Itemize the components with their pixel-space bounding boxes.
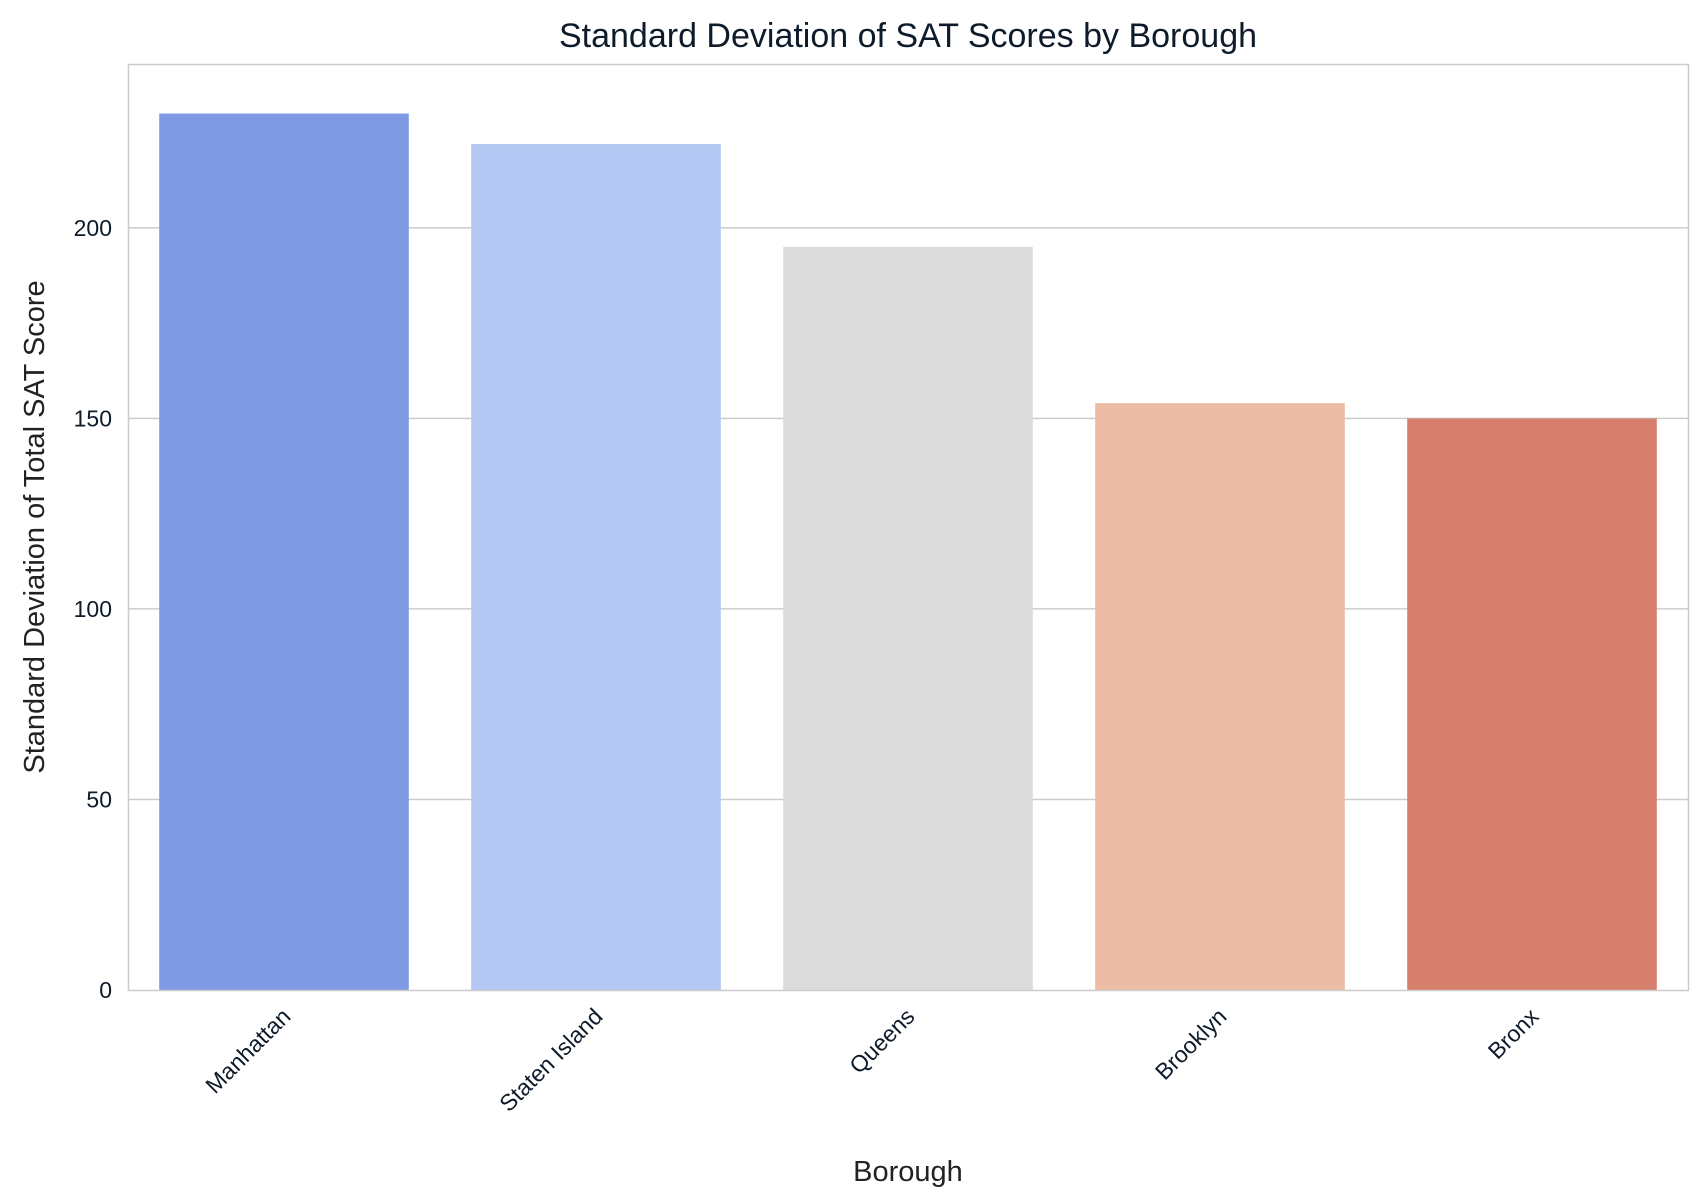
chart-title: Standard Deviation of SAT Scores by Boro… xyxy=(559,17,1257,55)
y-tick-label: 50 xyxy=(86,786,112,812)
y-tick-label: 100 xyxy=(74,596,112,622)
y-tick-label: 150 xyxy=(74,405,112,431)
bar-bronx xyxy=(1407,418,1657,991)
y-tick-label: 200 xyxy=(74,215,112,241)
plot-frame xyxy=(127,63,1690,992)
bar-layer xyxy=(159,113,1657,991)
y-axis-label: Standard Deviation of Total SAT Score xyxy=(19,280,51,773)
bar-manhattan xyxy=(159,113,409,991)
y-axis-ticks: 0 50 100 150 200 xyxy=(74,215,112,1003)
bar-brooklyn xyxy=(1095,403,1345,991)
y-tick-label: 0 xyxy=(99,977,112,1003)
x-axis-label: Borough xyxy=(853,1156,963,1188)
bar-staten-island xyxy=(471,144,721,991)
bar-queens xyxy=(783,246,1033,990)
